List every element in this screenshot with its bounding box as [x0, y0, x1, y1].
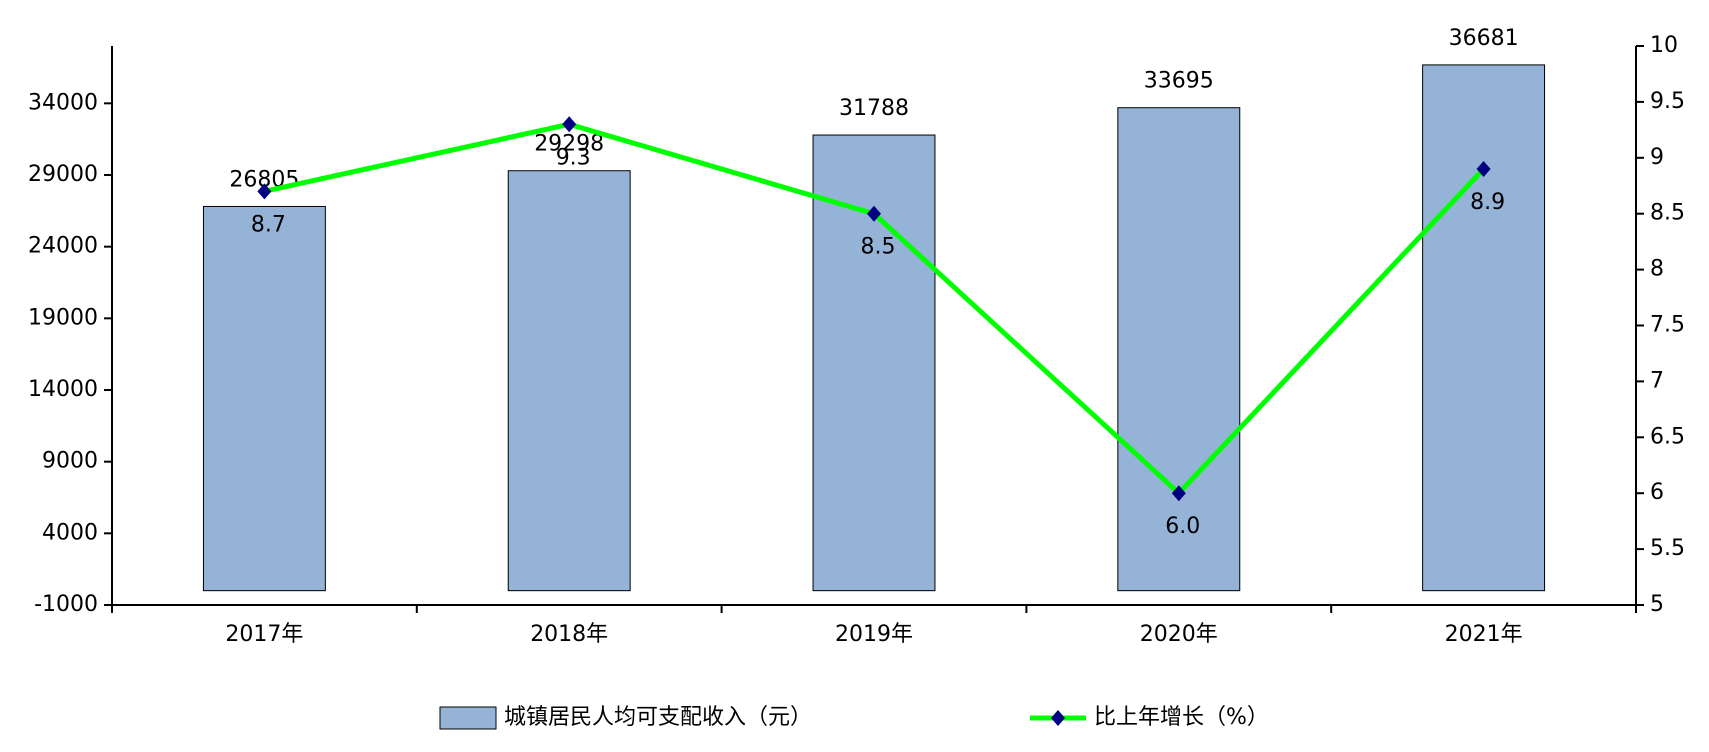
legend-marker [1051, 710, 1065, 726]
y2-tick-label: 5 [1650, 592, 1664, 617]
bar [202, 205, 326, 592]
line-value-label: 8.7 [251, 212, 286, 237]
bar-value-label: 33695 [1144, 69, 1214, 94]
y-tick-label: 4000 [42, 520, 98, 545]
y-tick-label: -1000 [34, 592, 98, 617]
bar [1422, 64, 1546, 592]
line-marker [867, 205, 881, 222]
line-marker [1476, 160, 1491, 177]
y2-tick-label: 10 [1650, 33, 1678, 58]
line-value-label: 8.9 [1470, 190, 1505, 215]
y2-tick-label: 9 [1650, 145, 1664, 170]
y2-tick-label: 8 [1650, 257, 1664, 282]
x-tick-label: 2020年 [1140, 622, 1218, 647]
line-value-label: 9.3 [556, 145, 591, 170]
y2-tick-label: 6.5 [1650, 424, 1685, 449]
y2-tick-label: 7.5 [1650, 313, 1685, 338]
legend-label: 比上年增长（%） [1094, 705, 1269, 730]
line-value-label: 8.5 [861, 235, 896, 260]
bar [1117, 107, 1241, 592]
line-marker [257, 183, 272, 200]
y2-tick-label: 9.5 [1650, 89, 1685, 114]
y-tick-label: 24000 [28, 234, 98, 259]
x-tick-label: 2017年 [225, 622, 303, 647]
y-tick-label: 14000 [28, 377, 98, 402]
y-tick-label: 9000 [42, 449, 98, 474]
legend-label: 城镇居民人均可支配收入（元） [504, 705, 812, 730]
line-value-label: 6.0 [1165, 514, 1200, 539]
legend-swatch [439, 706, 497, 730]
bar-value-label: 36681 [1449, 26, 1519, 51]
x-tick-label: 2018年 [530, 622, 608, 647]
y-tick-label: 19000 [28, 305, 98, 330]
y2-tick-label: 7 [1650, 368, 1664, 393]
line-marker [562, 116, 577, 133]
y2-tick-label: 8.5 [1650, 201, 1685, 226]
x-tick-label: 2021年 [1445, 622, 1523, 647]
y2-tick-label: 6 [1650, 480, 1664, 505]
y-tick-label: 29000 [28, 162, 98, 187]
bar-value-label: 29298 [534, 132, 604, 157]
y-tick-label: 34000 [28, 90, 98, 115]
y2-tick-label: 5.5 [1650, 536, 1685, 561]
line-marker [1171, 485, 1186, 502]
bar-value-label: 31788 [839, 96, 909, 121]
x-tick-label: 2019年 [835, 622, 913, 647]
bar [507, 170, 631, 592]
